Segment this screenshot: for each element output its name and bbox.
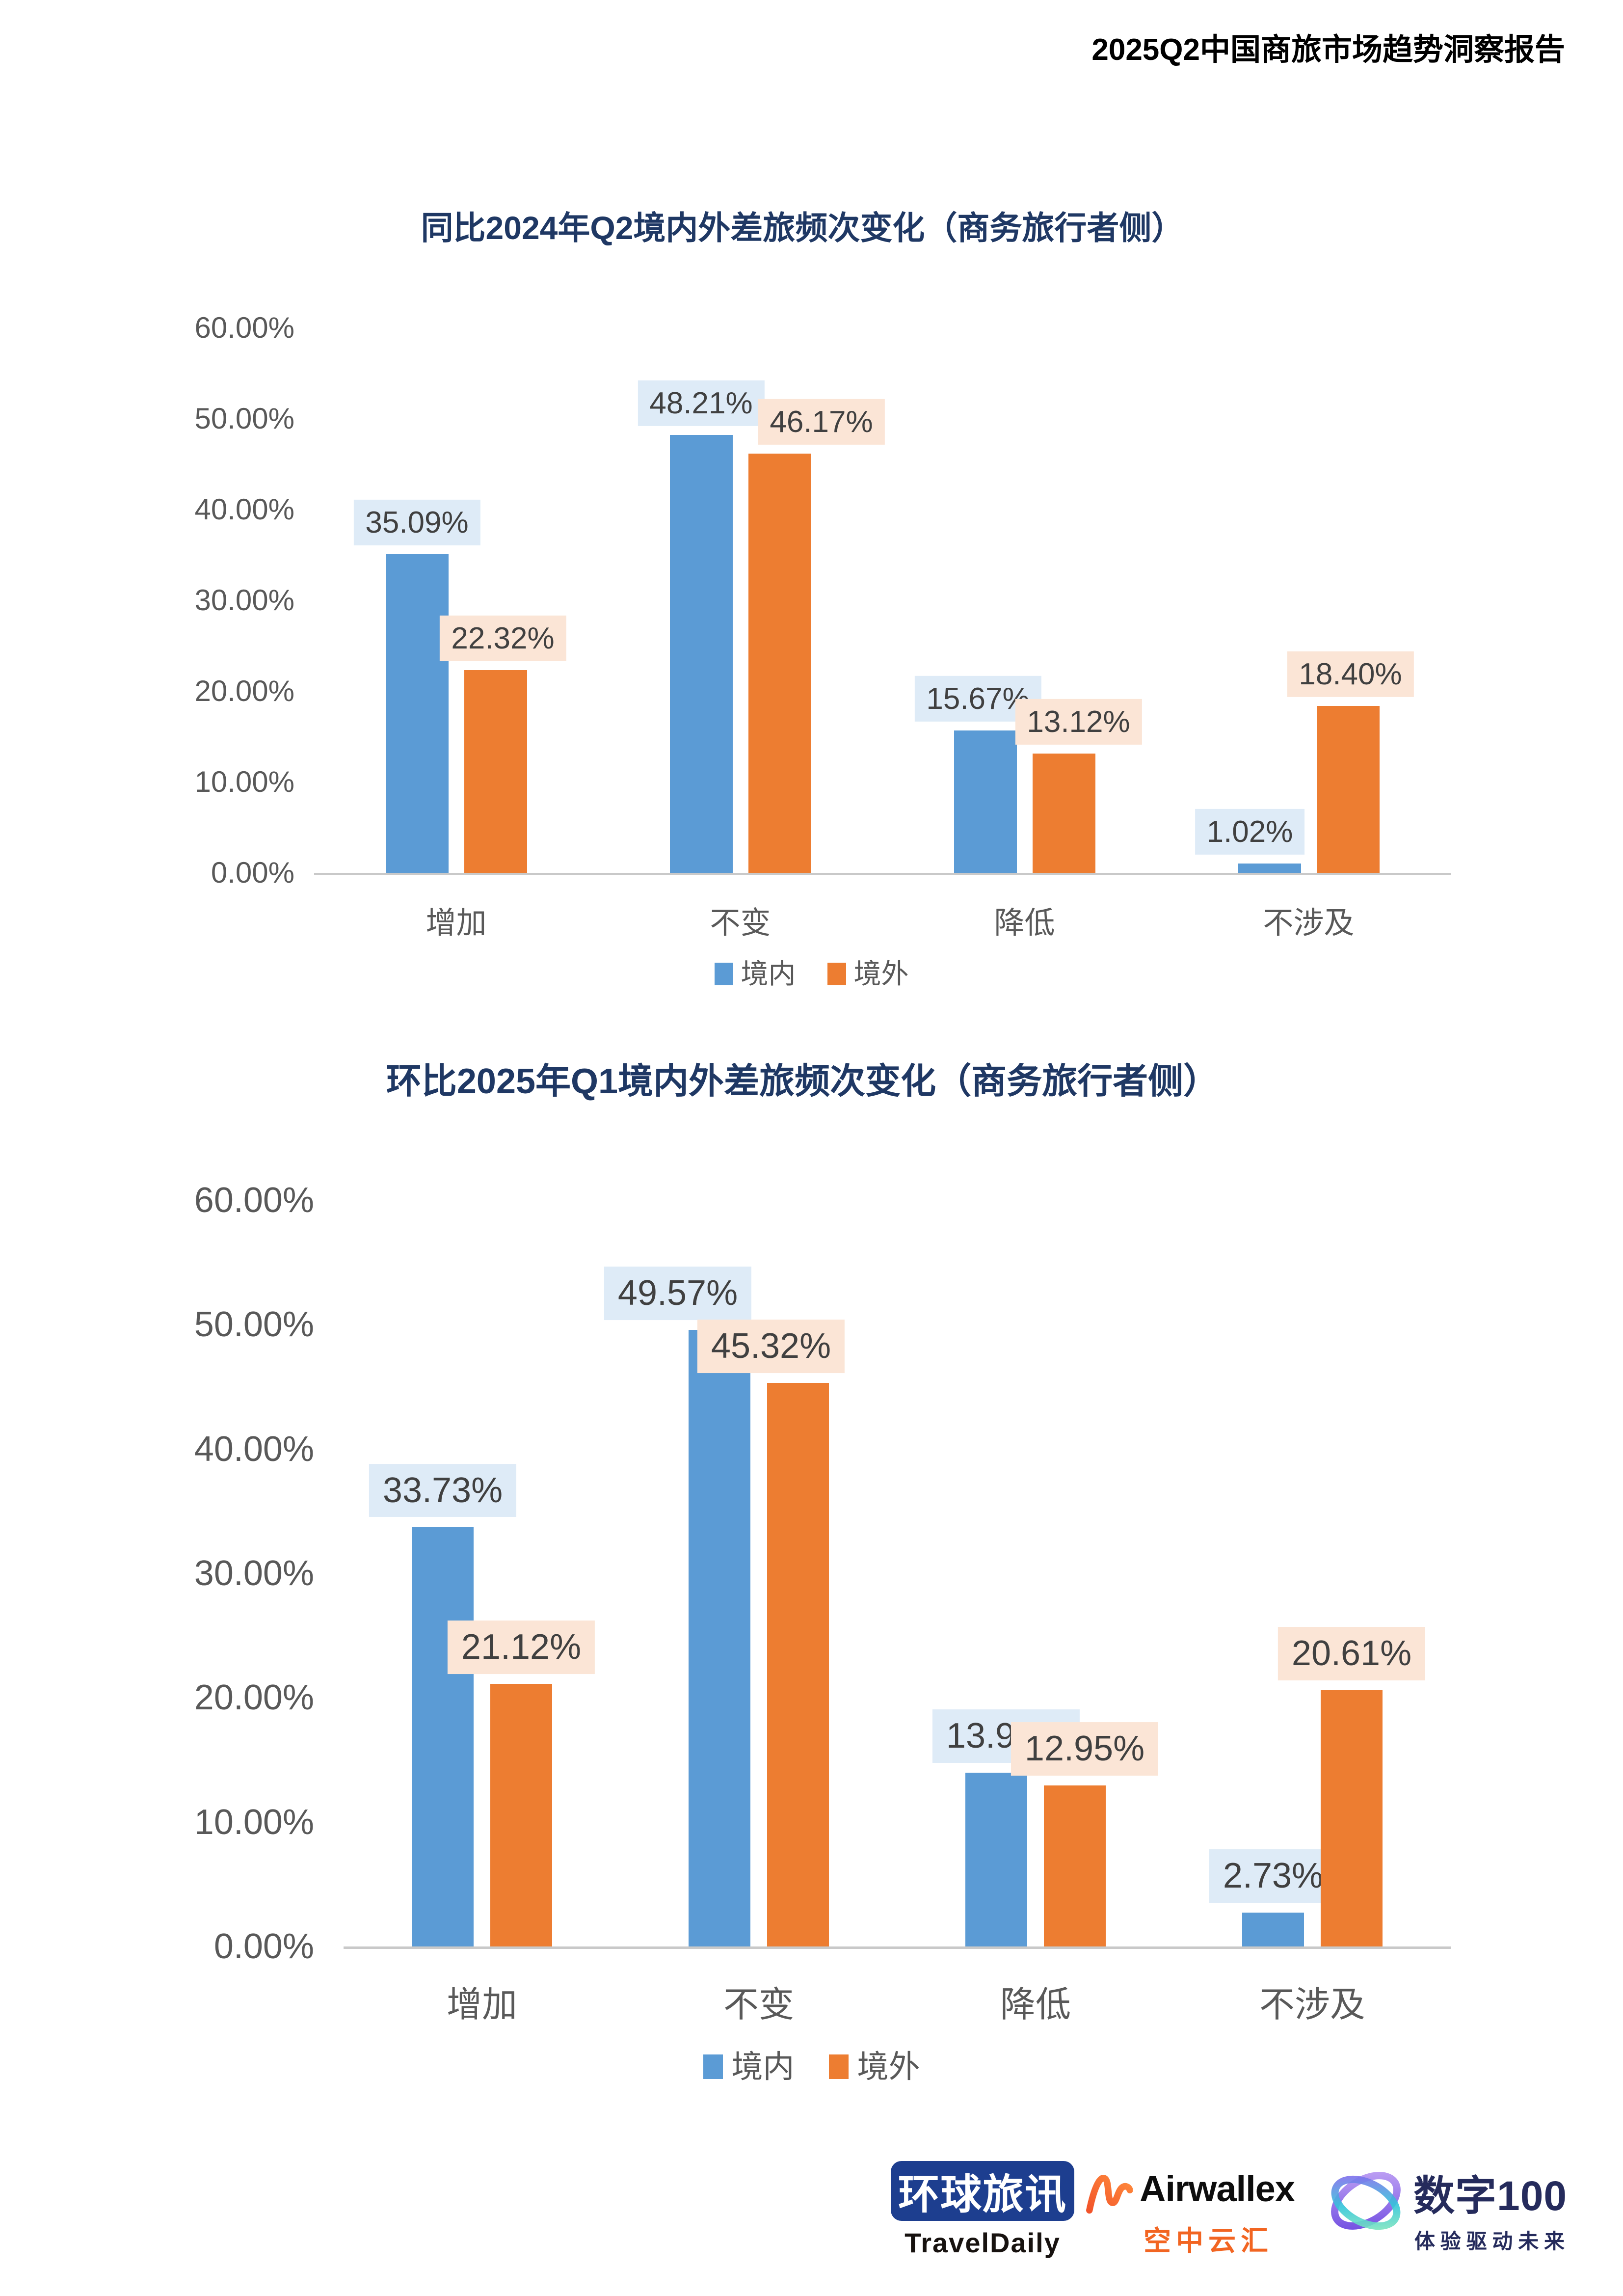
legend-item-境内: 境内: [714, 958, 796, 989]
legend: 境内 境外: [0, 960, 1623, 988]
bar-境内-不变: [669, 435, 733, 873]
data-label-境内-增加: 35.09%: [353, 499, 480, 545]
shuzi100-tagline-char: 来: [1543, 2230, 1565, 2253]
y-axis-tick-label: 10.00%: [194, 765, 295, 798]
y-axis-tick-label: 0.00%: [211, 856, 294, 889]
legend-swatch-境内-icon: [703, 2054, 723, 2079]
bar-境外-不变: [748, 453, 811, 873]
bar-境内-增加: [385, 554, 449, 873]
y-axis-tick-label: 30.00%: [194, 1554, 314, 1593]
category-label-增加: 增加: [426, 906, 487, 940]
data-label-境内-不涉及: 1.02%: [1195, 809, 1305, 855]
legend-label-境外: 境外: [857, 2049, 920, 2084]
x-axis-line: [344, 1946, 1451, 1949]
data-label-境外-降低: 12.95%: [1011, 1722, 1159, 1776]
data-label-境内-增加: 33.73%: [369, 1463, 517, 1517]
shuzi100-tagline-char: 体: [1414, 2230, 1436, 2253]
legend-label-境外: 境外: [853, 958, 909, 989]
bar-境外-不涉及: [1316, 705, 1380, 873]
shuzi100-mark-icon: [1321, 2156, 1410, 2248]
data-label-境内-降低: 13.97%: [932, 1709, 1080, 1763]
bar-境外-降低: [1032, 754, 1095, 873]
bar-境外-不涉及: [1321, 1690, 1383, 1946]
chart1-title: 同比2024年Q2境内外差旅频次变化（商务旅行者侧）: [421, 210, 1184, 246]
bar-境外-增加: [464, 670, 527, 873]
bar-境外-不变: [767, 1382, 829, 1946]
legend-swatch-境外-icon: [828, 2054, 849, 2079]
shuzi100-tagline-char: 驱: [1466, 2230, 1487, 2253]
legend-label-境内: 境内: [731, 2049, 795, 2084]
shuzi100-logo-text: 数字100: [1413, 2173, 1568, 2219]
legend-item-境外: 境外: [827, 960, 909, 988]
bar-境外-增加: [490, 1683, 552, 1946]
data-label-境外-不变: 45.32%: [697, 1319, 845, 1373]
y-axis-tick-label: 40.00%: [194, 493, 295, 526]
category-label-不涉及: 不涉及: [1259, 1985, 1366, 2025]
x-axis-line: [314, 873, 1451, 875]
legend: 境内 境外: [0, 2051, 1623, 2082]
traveldaily-logo-zh: 环球旅讯: [898, 2171, 1067, 2217]
bar-境内-不涉及: [1242, 1912, 1304, 1946]
y-axis-tick-label: 20.00%: [194, 675, 295, 707]
shuzi100-tagline: 体验驱动未来: [1414, 2225, 1565, 2255]
bar-境内-降低: [965, 1773, 1027, 1946]
bar-境外-降低: [1044, 1785, 1106, 1946]
data-label-境内-降低: 15.67%: [914, 675, 1041, 722]
data-label-境外-不涉及: 20.61%: [1277, 1626, 1426, 1680]
y-axis-tick-label: 30.00%: [194, 584, 295, 617]
bar-境内-降低: [954, 730, 1017, 873]
y-axis-tick-label: 60.00%: [194, 311, 295, 344]
category-label-降低: 降低: [1000, 1985, 1071, 2025]
category-label-增加: 增加: [446, 1985, 518, 2025]
bar-境内-增加: [412, 1527, 474, 1946]
legend-item-境内: 境内: [703, 2051, 795, 2082]
bar-境内-不变: [689, 1330, 750, 1946]
report-header-title: 2025Q2中国商旅市场趋势洞察报告: [1091, 33, 1565, 67]
y-axis-tick-label: 50.00%: [194, 1305, 314, 1345]
y-axis-tick-label: 40.00%: [194, 1429, 314, 1469]
airwallex-mark-icon: [1086, 2170, 1133, 2217]
chart2-title: 环比2025年Q1境内外差旅频次变化（商务旅行者侧）: [386, 1062, 1219, 1101]
traveldaily-logo: 环球旅讯: [891, 2161, 1074, 2221]
y-axis-tick-label: 60.00%: [194, 1181, 314, 1220]
airwallex-logo-text: Airwallex: [1140, 2168, 1295, 2209]
shuzi100-tagline-char: 未: [1518, 2230, 1539, 2253]
legend-item-境外: 境外: [828, 2049, 920, 2084]
category-label-不变: 不变: [723, 1985, 795, 2025]
data-label-境内-不变: 48.21%: [638, 380, 765, 427]
y-axis-tick-label: 0.00%: [213, 1927, 314, 1966]
y-axis-tick-label: 20.00%: [194, 1678, 314, 1718]
data-label-境内-不变: 49.57%: [604, 1267, 752, 1321]
category-label-降低: 降低: [994, 906, 1055, 940]
data-label-境内-不涉及: 2.73%: [1209, 1849, 1337, 1903]
airwallex-logo-zh: 空中云汇: [1144, 2225, 1273, 2256]
data-label-境外-不变: 46.17%: [758, 399, 885, 445]
legend-swatch-境外-icon: [827, 963, 846, 985]
footer-logos: 环球旅讯 TravelDaily Airwallex 空中云汇: [0, 2150, 1623, 2293]
shuzi100-tagline-char: 动: [1492, 2230, 1513, 2253]
category-label-不变: 不变: [710, 906, 771, 940]
data-label-境外-增加: 22.32%: [439, 615, 566, 662]
bar-境内-不涉及: [1238, 864, 1301, 873]
data-label-境外-降低: 13.12%: [1015, 699, 1142, 745]
legend-label-境内: 境内: [741, 958, 796, 989]
traveldaily-logo-en: TravelDaily: [905, 2227, 1061, 2258]
data-label-境外-增加: 21.12%: [447, 1621, 595, 1674]
y-axis-tick-label: 50.00%: [194, 402, 295, 435]
category-label-不涉及: 不涉及: [1263, 906, 1355, 940]
y-axis-tick-label: 10.00%: [194, 1802, 314, 1842]
data-label-境外-不涉及: 18.40%: [1287, 651, 1414, 697]
legend-swatch-境内-icon: [714, 963, 733, 985]
shuzi100-tagline-char: 验: [1440, 2230, 1461, 2253]
